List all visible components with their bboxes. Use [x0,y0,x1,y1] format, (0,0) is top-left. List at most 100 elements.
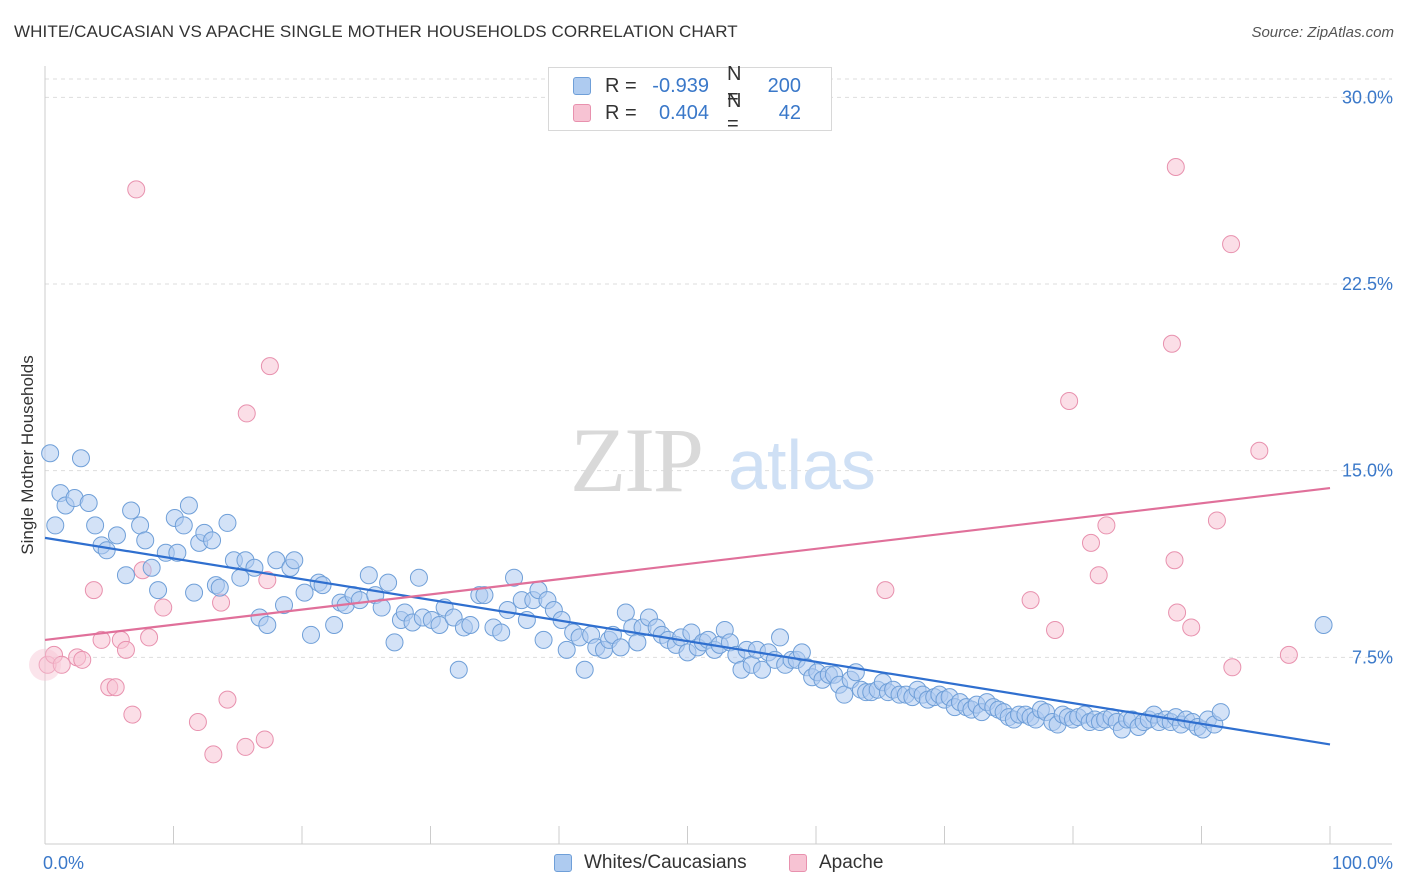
apache-point [212,593,231,612]
white-point [285,551,304,570]
apache-point [204,745,223,764]
white-point [557,640,576,659]
white-point [275,596,294,615]
apache-point [188,713,207,732]
trend-lines [44,486,1331,746]
apache-point [92,630,111,649]
white-point [295,583,314,602]
apache-point [52,655,71,674]
white-point [71,449,90,468]
white-point [203,531,222,550]
legend-r-label: R = [605,101,637,124]
x-tick-label: 100.0% [1332,853,1393,873]
watermark: ZIP atlas [570,409,876,511]
white-point [136,531,155,550]
apache-point [237,404,256,423]
white-point [430,615,449,634]
white-point [385,633,404,652]
white-point [218,513,237,532]
white-point [498,601,517,620]
apache-point [84,581,103,600]
y-tick-label: 7.5% [1352,647,1393,667]
source-credit: Source: ZipAtlas.com [1251,24,1394,41]
watermark-atlas: atlas [728,426,876,504]
apache-swatch [789,854,807,872]
apache-point [29,648,61,681]
apache-point [1182,618,1201,637]
legend-n-value: 200 [767,74,801,97]
white-point [142,558,161,577]
white-point [575,660,594,679]
white-points [41,444,1333,739]
apache-point [1168,603,1187,622]
y-tick-label: 15.0% [1342,461,1393,481]
apache-point [123,705,142,724]
white-point [131,516,150,535]
legend-n-value: 42 [778,101,801,124]
x-tick-label: 0.0% [43,853,84,873]
y-tick-label: 30.0% [1342,87,1393,107]
white-point [628,633,647,652]
chart-title: WHITE/CAUCASIAN VS APACHE SINGLE MOTHER … [14,22,738,41]
apache-point [1279,645,1298,664]
white-point [835,685,854,704]
apache-point [140,628,159,647]
white-point [210,578,229,597]
apache-trend-line [44,486,1331,642]
white-point [116,566,135,585]
white-point [350,591,369,610]
apache-point [1166,158,1185,177]
apache-point [876,581,895,600]
white-point [301,625,320,644]
white-point [41,444,60,463]
legend-swatch-blue [573,77,591,95]
legend-item-whites[interactable]: Whites/Caucasians [554,852,747,874]
apache-point [255,730,274,749]
x-tick-labels: 0.0% 100.0% [43,853,1393,873]
white-point [534,630,553,649]
apache-point [1222,235,1241,254]
white-point [1314,615,1333,634]
white-point [122,501,141,520]
y-axis-label: Single Mother Households [18,355,37,555]
apache-point [127,180,146,199]
white-point [185,583,204,602]
legend-swatch-pink [573,104,591,122]
whites-swatch [554,854,572,872]
white-point [449,660,468,679]
white-point [107,526,126,545]
apache-point [1021,591,1040,610]
white-point [258,615,277,634]
white-point [771,628,790,647]
apache-point [258,571,277,590]
apache-point [1046,620,1065,639]
apache-point [260,357,279,376]
white-point [174,516,193,535]
legend-row-apache: R = 0.404 N = 42 [573,90,801,135]
apache-point [218,690,237,709]
apache-points [29,158,1298,764]
apache-point [1162,334,1181,353]
apache-point [116,640,135,659]
white-point [492,623,511,642]
apache-point [1060,391,1079,410]
legend-row-white: R = -0.939 N = 200 [573,63,801,108]
white-point [461,615,480,634]
series-legend: Whites/Caucasians Apache [0,852,1406,878]
white-point [86,516,105,535]
white-point [611,638,630,657]
white-point [179,496,198,515]
apache-point [154,598,173,617]
apache-point [106,678,125,697]
apache-point [1097,516,1116,535]
white-point [325,615,344,634]
white-point [409,568,428,587]
apache-point [73,650,92,669]
watermark-zip: ZIP [570,409,702,511]
white-point [1211,703,1230,722]
legend-n-label: N = [727,63,742,108]
legend-item-apache[interactable]: Apache [789,852,883,874]
white-trend-line [44,536,1331,746]
apache-point [1081,533,1100,552]
